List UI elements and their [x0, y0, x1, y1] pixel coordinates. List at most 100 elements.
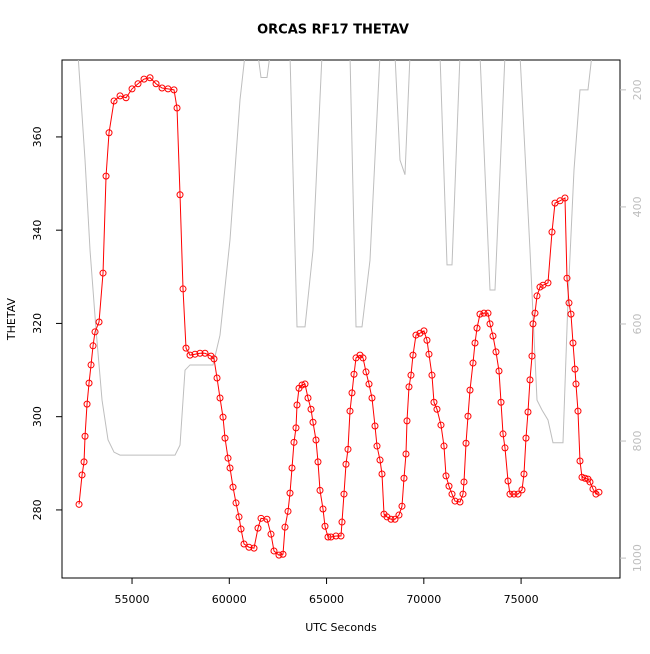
data-point [179, 285, 187, 293]
data-point [395, 511, 403, 519]
data-point [281, 523, 289, 531]
data-point [412, 331, 420, 339]
data-point [514, 490, 522, 498]
series-line [77, 60, 592, 456]
data-point [464, 412, 472, 420]
plot-frame [61, 59, 621, 579]
data-point [359, 354, 367, 362]
data-point [298, 381, 306, 389]
data-point [75, 500, 83, 508]
data-point [489, 332, 497, 340]
data-point [572, 380, 580, 388]
data-point [348, 389, 356, 397]
data-point [402, 450, 410, 458]
data-point [229, 483, 237, 491]
data-point [293, 401, 301, 409]
data-point [267, 530, 275, 538]
data-point [445, 482, 453, 490]
data-point [589, 485, 597, 493]
data-point [350, 370, 358, 378]
x-tick-label: 70000 [406, 593, 441, 606]
y2-tick-label: 1000 [631, 544, 644, 572]
data-point [337, 532, 345, 540]
data-point [250, 544, 258, 552]
data-point [152, 80, 160, 88]
data-point [221, 434, 229, 442]
data-point [471, 339, 479, 347]
data-point [83, 400, 91, 408]
data-point [362, 368, 370, 376]
data-point [480, 309, 488, 317]
y-axis-label: THETAV [5, 297, 18, 341]
data-point [459, 490, 467, 498]
data-point [85, 379, 93, 387]
data-point [476, 310, 484, 318]
data-point [99, 269, 107, 277]
data-point [492, 348, 500, 356]
data-point [365, 380, 373, 388]
data-point [425, 350, 433, 358]
data-point [409, 351, 417, 359]
data-point [279, 550, 287, 558]
data-point [466, 386, 474, 394]
data-point [128, 85, 136, 93]
data-point [571, 365, 579, 373]
x-axis-label: UTC Seconds [305, 621, 377, 634]
data-point [456, 498, 464, 506]
data-point [416, 329, 424, 337]
data-point [191, 350, 199, 358]
data-point [420, 327, 428, 335]
data-point [378, 470, 386, 478]
data-point [567, 310, 575, 318]
data-point [312, 436, 320, 444]
data-point [469, 359, 477, 367]
data-point [146, 74, 154, 82]
data-point [286, 489, 294, 497]
data-point [182, 344, 190, 352]
data-point [232, 499, 240, 507]
data-point [224, 454, 232, 462]
data-point [510, 490, 518, 498]
data-point [284, 507, 292, 515]
data-point [433, 405, 441, 413]
data-point [528, 352, 536, 360]
data-point [237, 525, 245, 533]
data-point [134, 80, 142, 88]
data-point [201, 349, 209, 357]
y-tick-label: 300 [31, 406, 44, 427]
data-point [176, 191, 184, 199]
data-point [338, 518, 346, 526]
data-point [448, 490, 456, 498]
data-point [376, 456, 384, 464]
y-tick-label: 360 [31, 126, 44, 147]
data-point [423, 336, 431, 344]
data-point [235, 513, 243, 521]
data-point [529, 320, 537, 328]
data-point [122, 94, 130, 102]
data-point [501, 444, 509, 452]
data-point [319, 505, 327, 513]
data-point [344, 445, 352, 453]
data-point [430, 398, 438, 406]
data-point [533, 292, 541, 300]
data-point [460, 478, 468, 486]
data-point [531, 309, 539, 317]
data-point [332, 532, 340, 540]
data-point [324, 533, 332, 541]
data-point [213, 374, 221, 382]
y2-tick-label: 200 [631, 79, 644, 100]
plot-area [75, 60, 603, 559]
data-point [290, 438, 298, 446]
data-point [595, 488, 603, 496]
data-point [462, 439, 470, 447]
data-point [522, 434, 530, 442]
data-point [95, 318, 103, 326]
data-point [309, 418, 317, 426]
data-point [340, 490, 348, 498]
data-point [520, 470, 528, 478]
data-point [102, 172, 110, 180]
data-point [506, 490, 514, 498]
data-point [428, 371, 436, 379]
data-point [91, 328, 99, 336]
